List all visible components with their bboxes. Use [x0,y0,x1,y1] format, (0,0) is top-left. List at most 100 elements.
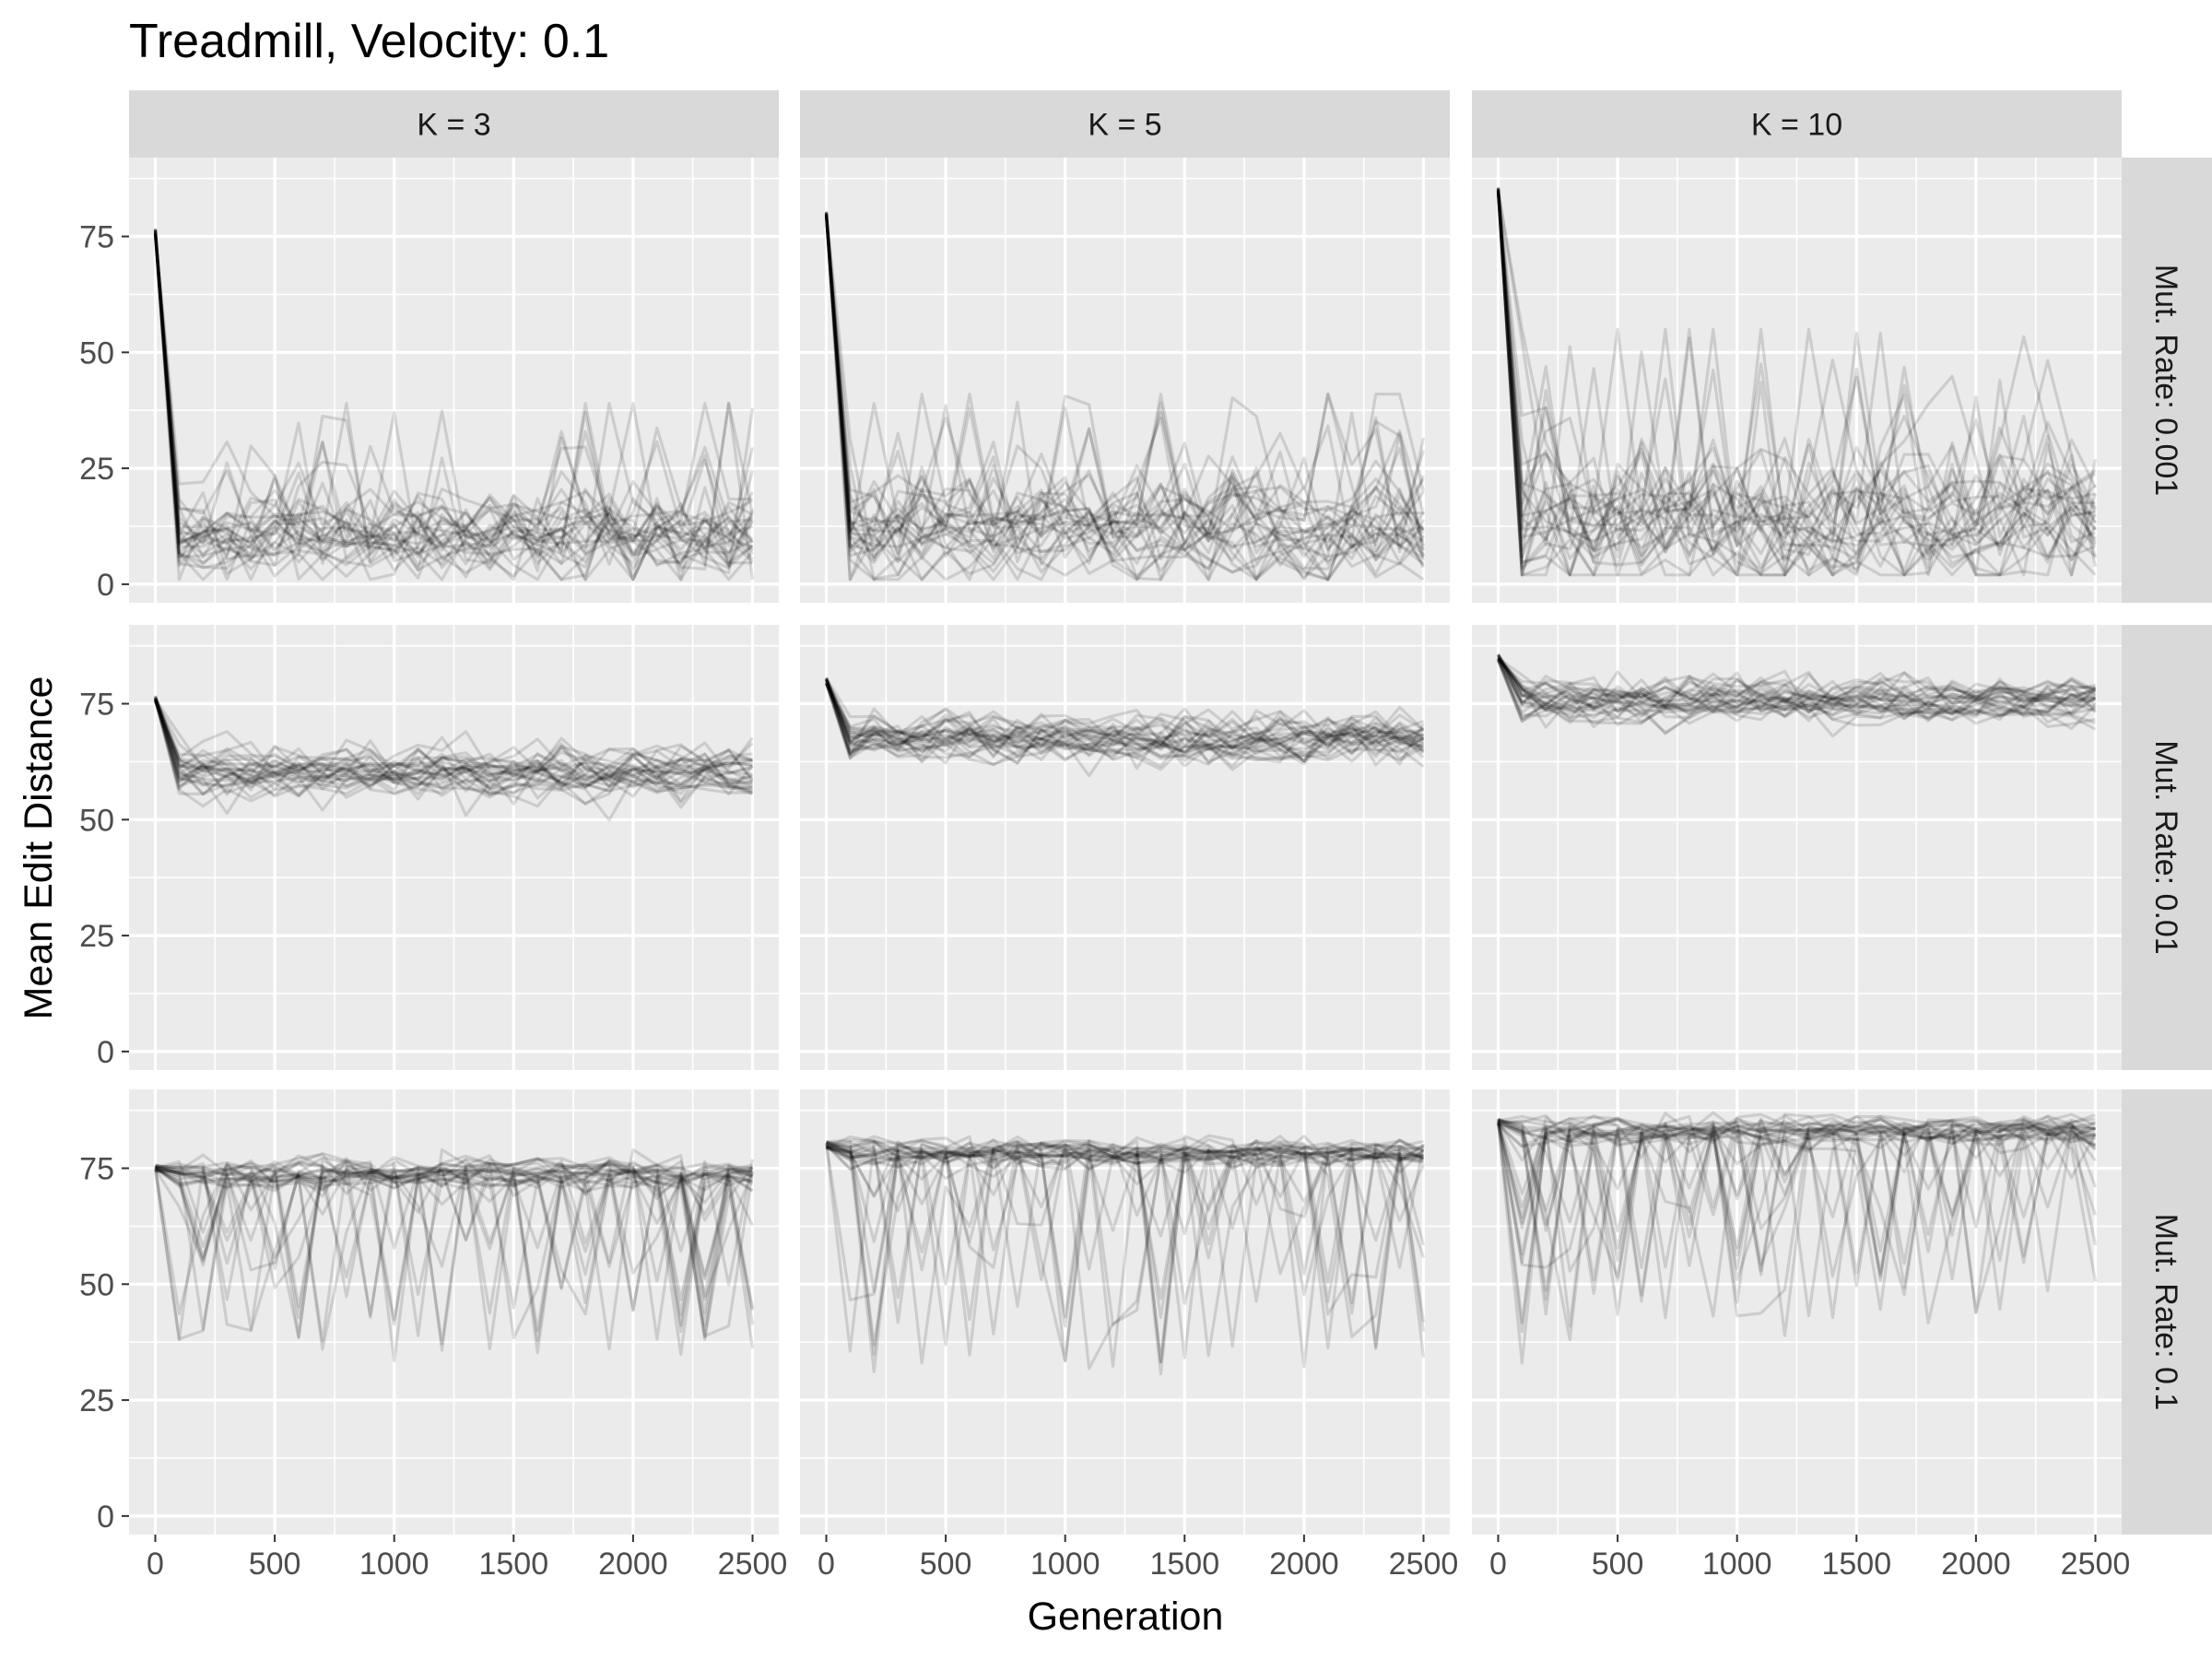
series-line [155,1159,754,1214]
series-line [153,228,753,582]
series-line [1496,1120,2096,1316]
series-line [1497,657,2096,729]
series-line [1497,659,2097,724]
x-tick-label: 0 [1489,1547,1507,1582]
row-strip-2: Mut. Rate: 0.1 [2122,1089,2212,1535]
series-line [1497,660,2097,731]
y-tick-label: 50 [79,803,114,838]
panel-r2-c0 [129,1089,779,1535]
x-tick-label: 2000 [1269,1547,1339,1582]
series-line [1497,659,2097,724]
series-line [1496,188,2097,577]
series-line [154,698,754,787]
series-line [826,1146,1424,1244]
series-line [1496,192,2096,554]
series-line [153,1156,753,1316]
series-line [824,683,1424,771]
series-line [1498,1119,2096,1263]
series-line [825,678,1424,760]
series-line [1496,191,2097,577]
series-line [824,679,1425,766]
column-strip-label: K = 5 [1088,108,1161,143]
series-line [1497,659,2097,719]
column-strip-label: K = 10 [1751,108,1842,143]
series-line [153,234,754,567]
series-line [153,700,753,788]
series-line [153,232,754,564]
series-line [1497,653,2096,710]
series-line [153,234,754,566]
series-line [153,699,753,791]
series-line [1497,657,2097,715]
series-line [824,682,1425,764]
series-line [824,214,1425,567]
series-line [1496,193,2098,577]
strip-background [2122,625,2212,1070]
series-line [824,215,1426,566]
series-line [825,1135,1426,1364]
series-line [824,677,1424,749]
series-line [825,677,1425,759]
series-line [153,699,753,801]
series-line [153,234,754,570]
series-line [1498,1114,2097,1282]
column-strip-1: K = 5 [800,90,1450,158]
series-line [824,214,1425,582]
series-line [825,683,1425,765]
x-tick-label: 2500 [718,1547,788,1582]
series-line [153,229,754,582]
series-line [824,213,1426,567]
y-tick-label: 25 [79,452,114,487]
series-line [153,1159,754,1341]
series-line [1496,187,2097,577]
series-line [153,697,753,795]
series-line [824,679,1425,768]
series-line [153,697,754,808]
series-line [824,214,1425,582]
series-line [826,1142,1424,1322]
x-tick-label: 500 [920,1547,972,1582]
series-line [1496,192,2097,547]
series-line [1496,189,2097,566]
series-line [1496,190,2097,562]
series-line [826,1139,1425,1357]
series-line [824,215,1425,582]
series-line [824,214,1425,582]
series-line [824,215,1425,562]
panel-r1-c2 [1472,625,2122,1070]
series-line [153,229,755,571]
series-line [826,1138,1425,1369]
series-line [1496,190,2098,559]
series-line [824,214,1426,565]
series-line [154,697,753,800]
series-line [154,1152,754,1245]
row-strip-label: Mut. Rate: 0.1 [2148,1214,2183,1411]
series-line [153,699,753,822]
series-line [824,216,1425,573]
series-line [1496,188,2097,577]
series-line [1497,1122,2096,1297]
series-line [825,679,1425,771]
series-line [1496,192,2097,577]
series-line [153,230,755,575]
series-line [1496,191,2097,551]
series-line [154,1162,755,1349]
series-line [825,679,1425,750]
series-line [1496,1113,2096,1288]
series-line [824,683,1425,766]
y-axis-title: Mean Edit Distance [17,677,61,1020]
series-line [155,1157,755,1341]
series-line [824,212,1425,582]
series-line [825,1141,1426,1358]
series-line [826,1134,1425,1365]
panel-r1-c0 [129,625,779,1070]
series-line [153,699,753,799]
series-line [1496,191,2097,576]
series-line [153,697,754,789]
series-line [153,699,753,812]
series-line [825,1137,1425,1206]
series-line [1496,1118,2098,1312]
series-line [1497,658,2096,738]
series-line [153,697,753,792]
series-line [155,1163,753,1339]
